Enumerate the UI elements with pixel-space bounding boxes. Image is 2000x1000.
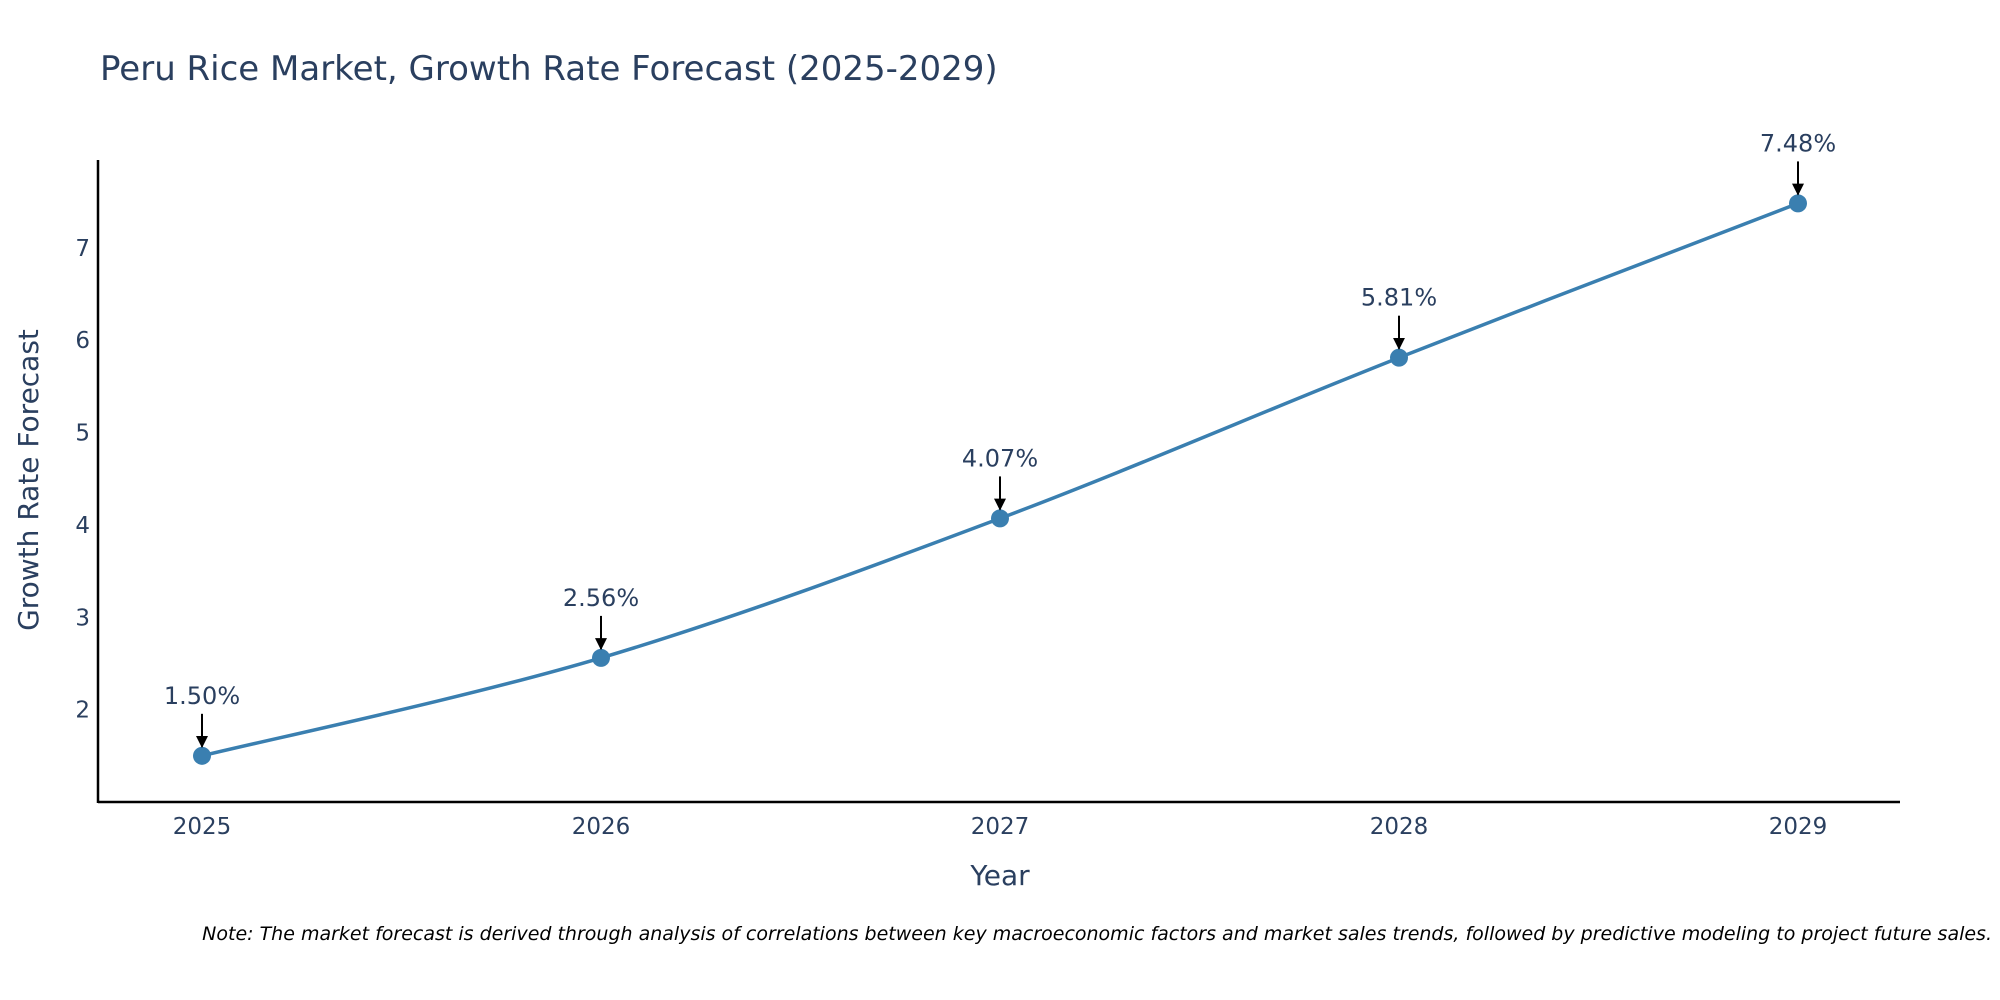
y-axis-ticks: 2 3 4 5 6 7: [75, 236, 90, 724]
x-tick-label: 2029: [1769, 814, 1828, 840]
annotation-label: 7.48%: [1760, 129, 1836, 157]
x-tick-label: 2027: [971, 814, 1030, 840]
y-tick-label: 6: [75, 328, 90, 354]
y-tick-label: 2: [75, 698, 90, 724]
annotation-label: 5.81%: [1361, 284, 1437, 312]
annotation-label: 1.50%: [164, 682, 240, 710]
x-tick-label: 2026: [572, 814, 631, 840]
chart-title: Peru Rice Market, Growth Rate Forecast (…: [100, 49, 998, 89]
data-point: [991, 509, 1009, 528]
x-tick-label: 2025: [173, 814, 232, 840]
footnote: Note: The market forecast is derived thr…: [202, 923, 1992, 945]
x-tick-label: 2028: [1370, 814, 1429, 840]
x-axis-title: Year: [969, 859, 1030, 892]
y-axis-title: Growth Rate Forecast: [12, 329, 45, 631]
x-axis-ticks: 2025 2026 2027 2028 2029: [173, 814, 1828, 840]
y-tick-label: 4: [75, 513, 90, 539]
annotation-label: 4.07%: [962, 444, 1038, 472]
data-annotations: 1.50% 2.56% 4.07% 5.81% 7.48%: [164, 129, 1836, 749]
data-markers: [193, 194, 1807, 765]
annotation-label: 2.56%: [563, 584, 639, 612]
y-tick-label: 3: [75, 605, 90, 631]
y-tick-label: 5: [75, 421, 90, 447]
data-point: [193, 746, 211, 765]
data-point: [1789, 194, 1807, 213]
y-tick-label: 7: [75, 236, 90, 262]
data-point: [1390, 348, 1408, 367]
data-point: [592, 648, 610, 667]
